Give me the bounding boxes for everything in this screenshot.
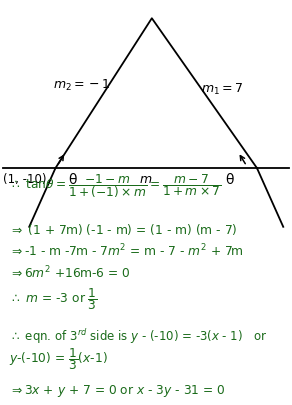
Text: $m_2 = -1$: $m_2 = -1$ xyxy=(53,77,111,93)
Text: $y$-(-10) = $\dfrac{1}{3}$($x$-1): $y$-(-10) = $\dfrac{1}{3}$($x$-1) xyxy=(9,346,107,372)
Text: $\therefore$ tan$\theta =\dfrac{-1-m}{1+(-1)\times m}=\dfrac{m-7}{1+m\times 7}$: $\therefore$ tan$\theta =\dfrac{-1-m}{1+… xyxy=(9,173,221,200)
Text: $\Rightarrow$-1 - m -7m - 7$m^2$ = m - 7 - $m^2$ + 7m: $\Rightarrow$-1 - m -7m - 7$m^2$ = m - 7… xyxy=(9,243,244,259)
Text: (1, -10): (1, -10) xyxy=(3,173,46,185)
Text: $\therefore$ $m$ = -3 or $\dfrac{1}{3}$: $\therefore$ $m$ = -3 or $\dfrac{1}{3}$ xyxy=(9,286,98,312)
Text: $m_1 = 7$: $m_1 = 7$ xyxy=(201,81,243,97)
Text: $\Rightarrow$ (1 + 7m) (-1 - m) = (1 - m) (m - 7): $\Rightarrow$ (1 + 7m) (-1 - m) = (1 - m… xyxy=(9,222,237,237)
Text: θ: θ xyxy=(69,173,77,187)
Text: $\Rightarrow$6$m^2$ +16m-6 = 0: $\Rightarrow$6$m^2$ +16m-6 = 0 xyxy=(9,265,131,281)
Text: $m$: $m$ xyxy=(139,173,153,185)
Text: $\therefore$ eqn. of 3$^{rd}$ side is $y$ - (-10) = -3($x$ - 1)   or: $\therefore$ eqn. of 3$^{rd}$ side is $y… xyxy=(9,327,267,346)
Text: θ: θ xyxy=(225,173,233,187)
Text: $\Rightarrow$3$x$ + $y$ + 7 = 0 or $x$ - 3$y$ - 31 = 0: $\Rightarrow$3$x$ + $y$ + 7 = 0 or $x$ -… xyxy=(9,383,225,399)
